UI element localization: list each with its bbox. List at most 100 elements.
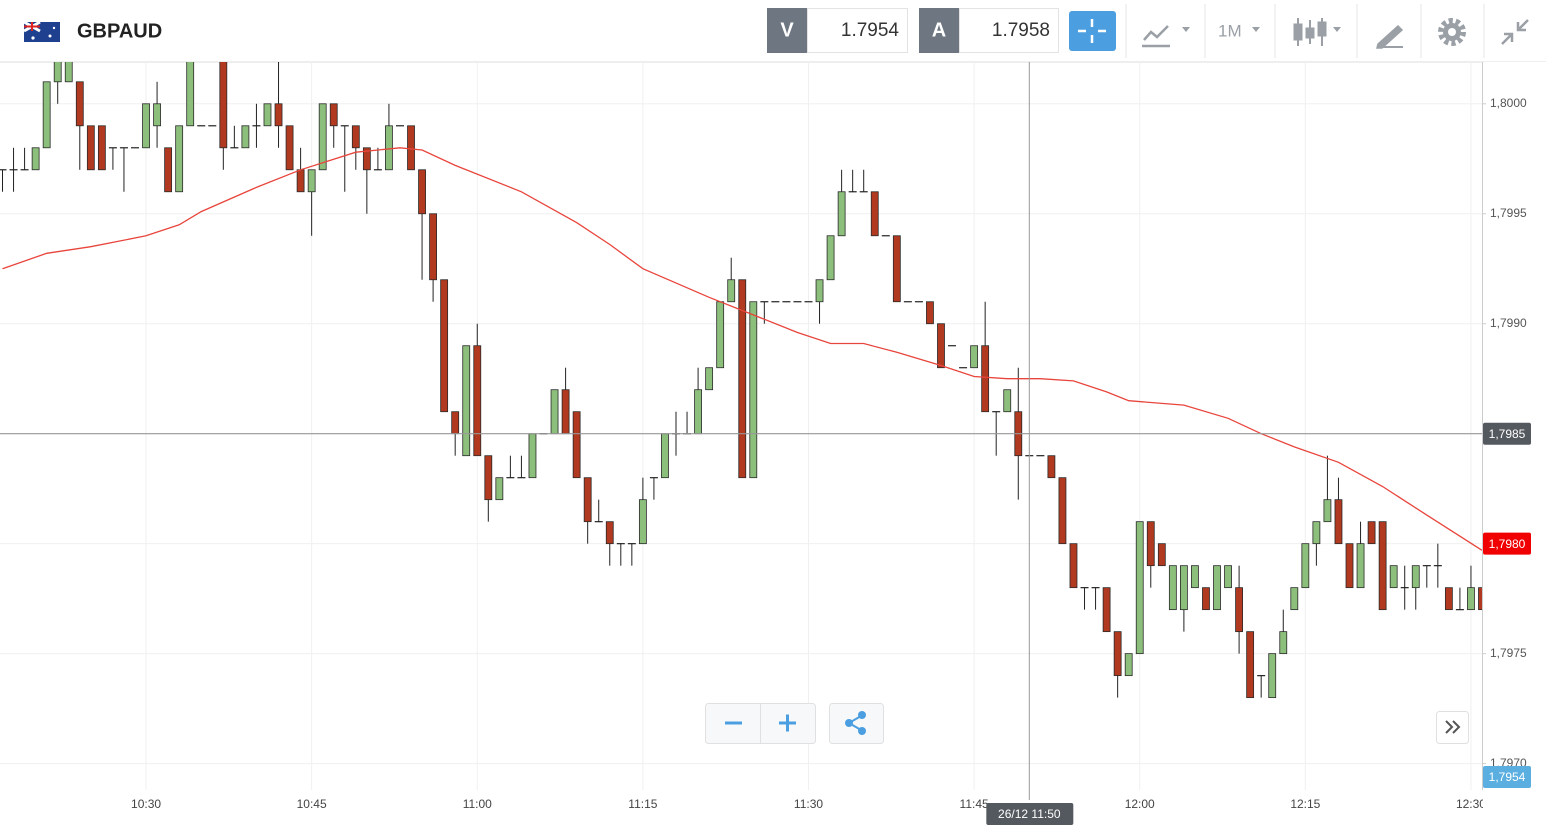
- candle-body: [1102, 587, 1111, 633]
- candle-body: [484, 455, 493, 501]
- candle-body: [42, 81, 51, 149]
- candle-body: [749, 301, 758, 479]
- candle-body: [815, 279, 824, 303]
- candle-body: [1003, 389, 1012, 413]
- candle-style-button[interactable]: [1293, 18, 1341, 46]
- candle-body: [263, 103, 272, 127]
- bid-price-label: 1,7954: [1489, 770, 1526, 784]
- candle-body: [738, 279, 747, 479]
- candle-body: [385, 125, 393, 171]
- settings-button[interactable]: [1438, 18, 1466, 46]
- symbol: GBPAUD: [77, 20, 162, 42]
- y-axis: 1,79701,79751,79801,79851,79901,79951,80…: [1482, 62, 1546, 828]
- zoom-in-button[interactable]: [779, 714, 796, 732]
- candle-body: [86, 125, 95, 171]
- candle-body: [64, 62, 73, 83]
- candle-body: [1301, 543, 1310, 589]
- crosshair-time-label: 26/12 11:50: [998, 807, 1061, 821]
- candle-body: [892, 235, 901, 303]
- candle-body: [142, 103, 150, 149]
- sell-price-box: [807, 8, 908, 53]
- candle-body: [418, 169, 426, 215]
- candle-body: [1367, 521, 1376, 545]
- candle-body: [296, 169, 305, 193]
- candle-body: [1213, 565, 1221, 611]
- x-axis: 10:30 10:45 11:00 11:15 11:30 11:45 12:00 12:15…: [131, 797, 1486, 811]
- candle-body: [219, 62, 228, 149]
- candle-body: [1334, 499, 1343, 545]
- x-tick-label: 10:45: [297, 797, 327, 811]
- candle-body: [186, 62, 195, 127]
- candle-body: [329, 103, 338, 127]
- x-tick-label: 11:45: [960, 797, 989, 811]
- sell-price: 1.7954: [841, 20, 900, 41]
- candle-body: [1146, 521, 1155, 567]
- x-tick-label: 12:15: [1290, 797, 1320, 811]
- buy-button[interactable]: A 1.7958: [919, 8, 1059, 53]
- candle-body: [175, 125, 184, 193]
- candle-body: [1411, 565, 1420, 589]
- timeframe-button[interactable]: 1M: [1218, 21, 1260, 40]
- candle-body: [153, 103, 161, 127]
- toolbar-separators: [1125, 4, 1485, 58]
- candle-body: [75, 81, 84, 127]
- y-tick-label: 1,7975: [1490, 646, 1527, 660]
- buy-price-box: [959, 8, 1059, 53]
- candle-body: [981, 345, 990, 413]
- candle-body: [727, 279, 736, 303]
- candle-body: [1246, 631, 1255, 699]
- candle-body: [1224, 565, 1232, 589]
- collapse-button[interactable]: [1501, 19, 1529, 45]
- buy-label: A: [932, 19, 946, 41]
- x-tick-label: 12:30: [1456, 797, 1486, 811]
- candle-body: [285, 125, 294, 171]
- candle-body: [307, 169, 316, 193]
- candle-body: [241, 125, 250, 149]
- x-tick-label: 11:15: [628, 797, 657, 811]
- y-axis-bg: [1483, 62, 1546, 828]
- candle-body: [1235, 587, 1243, 633]
- x-tick-label: 10:30: [131, 797, 161, 811]
- candle-body: [1279, 631, 1288, 655]
- x-tick-label: 11:00: [463, 797, 492, 811]
- crosshair-overlays: 1,7985 26/12 11:50 1,7980 1,7954: [0, 62, 1531, 825]
- crosshair-button[interactable]: [1069, 11, 1116, 51]
- crosshair-price-box: [1483, 422, 1531, 445]
- candle-body: [473, 345, 482, 457]
- share-button[interactable]: [829, 703, 884, 744]
- candle-body: [1312, 521, 1321, 545]
- candle-body: [1356, 543, 1365, 589]
- candle-body: [1345, 543, 1354, 589]
- candle-body: [1157, 543, 1166, 567]
- scroll-to-end-button[interactable]: [1436, 711, 1469, 744]
- last-price-box: [1483, 532, 1531, 555]
- y-tick-label: 1,7995: [1490, 206, 1527, 220]
- candle-body: [1290, 587, 1299, 611]
- candle-body: [1191, 565, 1199, 589]
- x-tick-label: 12:00: [1125, 797, 1155, 811]
- candle-body: [550, 389, 559, 435]
- candle-body: [716, 301, 725, 369]
- flag-icon: [23, 20, 60, 42]
- zoom-controls: [705, 703, 1469, 744]
- candle-body: [937, 323, 945, 369]
- candle-body: [1444, 587, 1453, 611]
- candle-body: [528, 433, 537, 479]
- candle-body: [1135, 521, 1144, 655]
- candle-body: [318, 103, 327, 171]
- candle-body: [351, 125, 360, 149]
- sell-button[interactable]: V 1.7954: [767, 8, 908, 53]
- sell-label-bg: [767, 8, 807, 53]
- chart-type-button[interactable]: [1142, 25, 1190, 48]
- candle-body: [572, 411, 581, 479]
- candle-body: [429, 213, 438, 281]
- timeframe: 1M: [1218, 21, 1242, 40]
- candle-body: [583, 477, 592, 523]
- last-price-label: 1,7980: [1489, 537, 1526, 551]
- candle-body: [837, 191, 846, 237]
- candle-body: [97, 125, 106, 171]
- candle-body: [31, 147, 40, 171]
- drawing-button[interactable]: [1376, 24, 1404, 49]
